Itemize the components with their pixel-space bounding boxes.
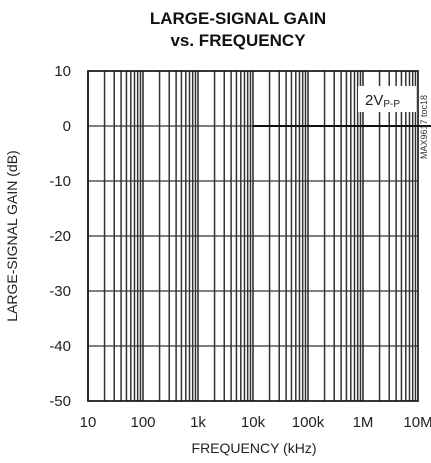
x-tick-label: 10M — [403, 414, 431, 431]
y-tick-label: -30 — [49, 283, 71, 300]
y-tick-label: -20 — [49, 228, 71, 245]
annotation-label: 2VP-P — [365, 92, 400, 110]
chart-title-line2: vs. FREQUENCY — [170, 31, 306, 50]
gain-curve — [253, 125, 431, 127]
x-tick-labels: 10 100 1k 10k 100k 1M 10M — [80, 414, 431, 431]
y-tick-label: 10 — [54, 63, 71, 80]
plot-frame — [87, 70, 419, 402]
y-tick-label: -40 — [49, 338, 71, 355]
y-tick-label: -50 — [49, 393, 71, 410]
chart-title-line1: LARGE-SIGNAL GAIN — [150, 9, 326, 28]
x-tick-label: 1M — [353, 414, 374, 431]
annotation-subscript: P-P — [383, 99, 400, 110]
y-tick-label: -10 — [49, 173, 71, 190]
annotation-background — [358, 86, 416, 112]
annotation-layer: 2VP-P — [358, 86, 416, 112]
x-tick-label: 10 — [80, 414, 97, 431]
y-tick-label: 0 — [63, 118, 71, 135]
curve-layer — [253, 125, 431, 127]
x-tick-label: 100 — [130, 414, 155, 431]
plot-border — [87, 70, 419, 402]
y-tick-labels: 10 0 -10 -20 -30 -40 -50 — [49, 63, 71, 410]
annotation-main: 2V — [365, 92, 383, 109]
y-axis-label: LARGE-SIGNAL GAIN (dB) — [4, 150, 20, 321]
x-tick-label: 10k — [241, 414, 266, 431]
x-tick-label: 1k — [190, 414, 206, 431]
x-tick-label: 100k — [292, 414, 325, 431]
side-identifier: MAX9617 toc18 — [419, 95, 429, 159]
grid — [87, 70, 418, 402]
x-axis-label: FREQUENCY (kHz) — [192, 440, 317, 456]
